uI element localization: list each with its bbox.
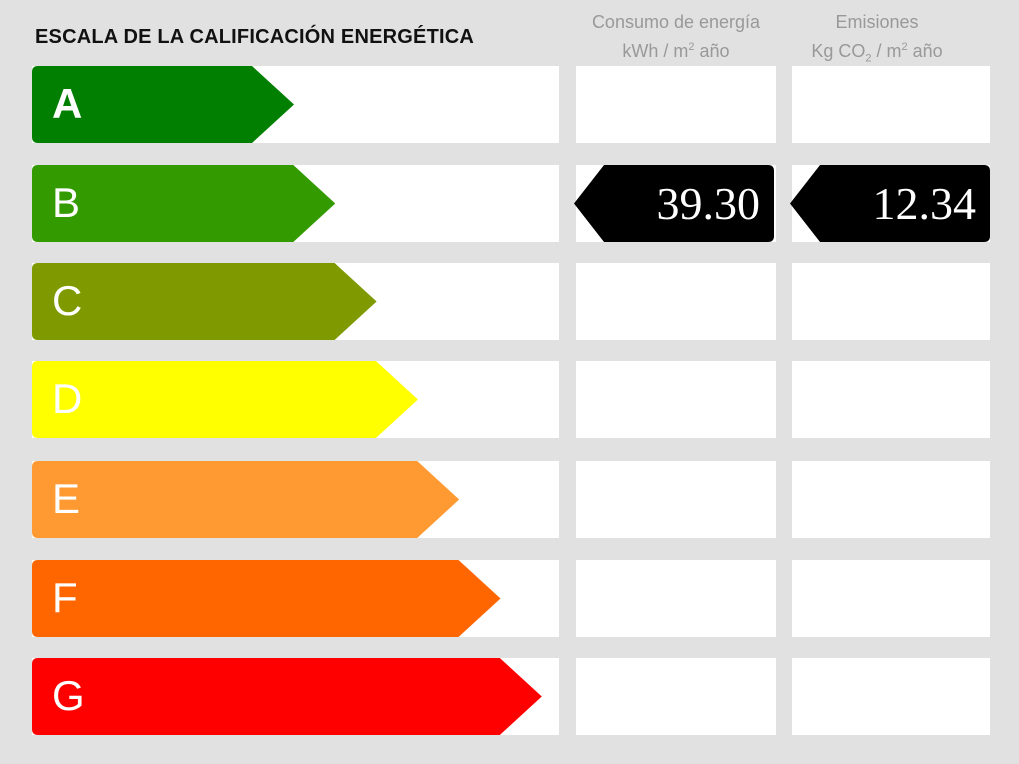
emissions-value-tag: 12.34 xyxy=(790,165,990,242)
rating-letter: D xyxy=(52,375,83,422)
emissions-column-header: Emisiones Kg CO2 / m2 año xyxy=(792,10,962,72)
energy-cell-A xyxy=(576,66,776,143)
energy-cell-F xyxy=(576,560,776,637)
rating-letter: C xyxy=(52,277,83,324)
emissions-header-line1: Emisiones xyxy=(835,12,919,32)
rating-band-B: B xyxy=(32,165,336,242)
emissions-cell-A xyxy=(792,66,990,143)
rating-band-D: D xyxy=(32,361,418,438)
rating-band-G: G xyxy=(32,658,542,735)
rating-letter: E xyxy=(52,475,81,522)
rating-band-F: F xyxy=(32,560,501,637)
emissions-cell-D xyxy=(792,361,990,438)
emissions-cell-C xyxy=(792,263,990,340)
energy-cell-G xyxy=(576,658,776,735)
rating-letter: A xyxy=(52,80,83,127)
energy-header-line1: Consumo de energía xyxy=(591,12,761,32)
rating-band-A: A xyxy=(32,66,294,143)
emissions-cell-G xyxy=(792,658,990,735)
energy-cell-D xyxy=(576,361,776,438)
emissions-cell-E xyxy=(792,461,990,538)
chart-title: ESCALA DE LA CALIFICACIÓN ENERGÉTICA xyxy=(35,26,475,48)
energy-value-tag-text: 39.30 xyxy=(656,178,761,229)
rating-band-C: C xyxy=(32,263,377,340)
rating-band-E: E xyxy=(32,461,460,538)
rating-letter: B xyxy=(52,179,81,226)
rating-letter: G xyxy=(52,672,85,719)
emissions-value-tag-text: 12.34 xyxy=(872,178,977,229)
rating-letter: F xyxy=(52,574,78,621)
energy-column-header: Consumo de energía kWh / m2 año xyxy=(576,10,776,64)
emissions-header-unit: Kg CO2 / m2 año xyxy=(811,41,943,65)
energy-value-tag: 39.30 xyxy=(574,165,774,242)
emissions-cell-F xyxy=(792,560,990,637)
energy-cell-C xyxy=(576,263,776,340)
energy-header-unit: kWh / m2 año xyxy=(622,41,730,61)
energy-cell-E xyxy=(576,461,776,538)
